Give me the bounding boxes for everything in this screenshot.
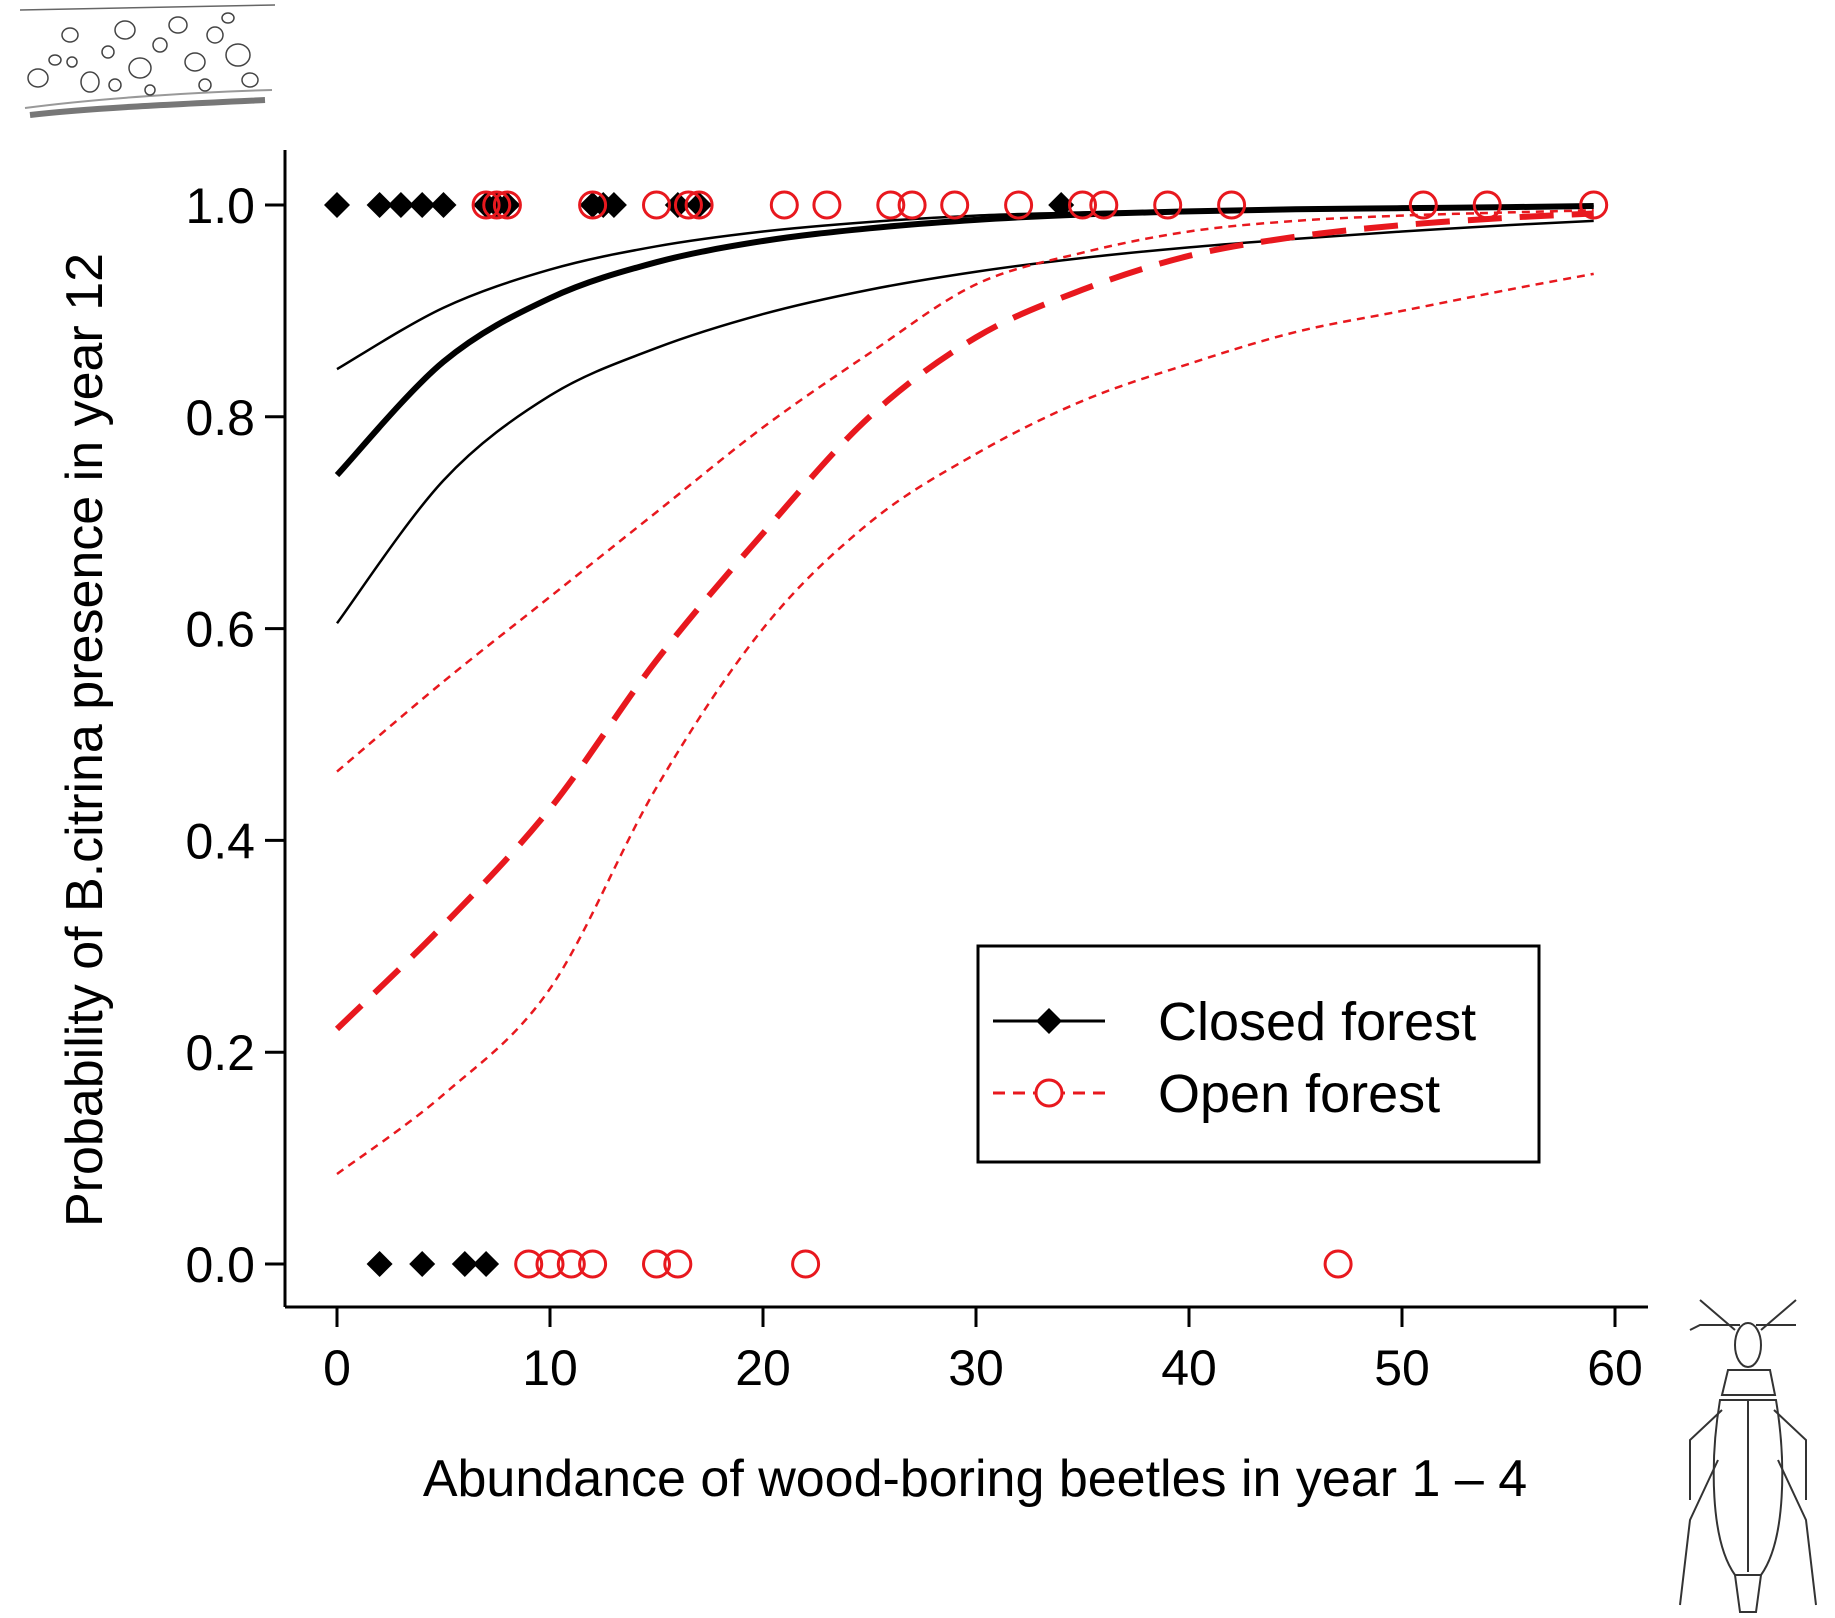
y-tick-label: 1.0 [185,178,255,234]
closed-forest-point [451,1251,478,1277]
open-forest-point [663,1249,693,1279]
legend: Closed forest Open forest [976,944,1541,1164]
open-forest-point [1217,190,1247,220]
axis-ticks: 0 10 20 30 40 50 60 0.0 0.2 0.4 0.6 0.8 1.0 [185,178,1642,1396]
open-forest-point [482,190,512,220]
closed-forest-point [1048,192,1075,218]
closed-forest-point [473,1251,500,1277]
x-tick-label: 50 [1374,1340,1430,1396]
legend-open-label: Open forest [1158,1064,1440,1124]
y-tick-label: 0.4 [185,813,255,869]
closed-forest-point [366,192,393,218]
x-tick-label: 60 [1587,1340,1643,1396]
open-forest-point [642,1249,671,1279]
legend-open-marker [1034,1078,1064,1108]
open-forest-point [769,190,799,220]
open-forest-point [642,190,671,220]
closed-forest-point [324,192,350,218]
x-tick-label: 20 [735,1340,791,1396]
open-ci-upper-line [336,209,1594,773]
open-forest-point [578,190,608,220]
open-forest-point [1408,190,1438,220]
axes [283,150,1648,1309]
open-forest-point [684,190,714,220]
y-axis-title: Probability of B.citrina presence in yea… [56,253,114,1227]
open-forest-point [1472,190,1502,220]
open-forest-point [1323,1249,1353,1279]
open-forest-point [535,1249,565,1279]
legend-closed-label: Closed forest [1158,992,1476,1052]
open-forest-point [1153,190,1183,220]
legend-closed-marker [1036,1008,1062,1034]
open-forest-point [578,1249,608,1279]
legend-box [976,944,1541,1164]
closed-forest-point [387,192,414,218]
closed-fit-line [334,203,1594,478]
y-tick-label: 0.8 [185,390,255,446]
closed-ci-lower-line [335,219,1594,625]
open-forest-point [1089,190,1119,220]
beetle-icon [1679,1299,1817,1613]
open-ci-lower-line [336,272,1594,1175]
open-forest-point [897,190,927,220]
open-forest-point [1004,190,1034,220]
lichen-on-bark-icon [19,4,276,118]
closed-forest-point [494,192,521,218]
closed-forest-point [600,192,627,218]
y-tick-label: 0.6 [185,602,255,658]
open-forest-point [1579,190,1609,220]
closed-forest-point [366,1251,393,1277]
x-tick-label: 40 [1161,1340,1217,1396]
closed-forest-point [409,192,436,218]
open-forest-point [471,190,501,220]
closed-forest-point [409,1251,436,1277]
open-fit-line [334,210,1594,1032]
open-forest-point [556,1249,586,1279]
open-forest-point [812,190,842,220]
y-tick-label: 0.2 [185,1025,255,1081]
x-tick-label: 10 [522,1340,578,1396]
open-forest-point [1068,190,1097,220]
open-forest-point [492,190,522,220]
open-forest-point [876,190,906,220]
x-tick-label: 30 [948,1340,1004,1396]
x-axis-title: Abundance of wood-boring beetles in year… [423,1450,1527,1508]
y-tick-label: 0.0 [185,1237,255,1293]
closed-forest-point [686,192,713,218]
closed-forest-point [430,192,457,218]
open-forest-point [940,190,970,220]
data-points [324,190,1609,1279]
open-forest-point [673,190,703,220]
fit-lines [334,203,1594,1175]
open-forest-point [514,1249,544,1279]
open-forest-point [791,1249,821,1279]
x-tick-label: 0 [323,1340,351,1396]
closed-forest-point [664,192,691,218]
